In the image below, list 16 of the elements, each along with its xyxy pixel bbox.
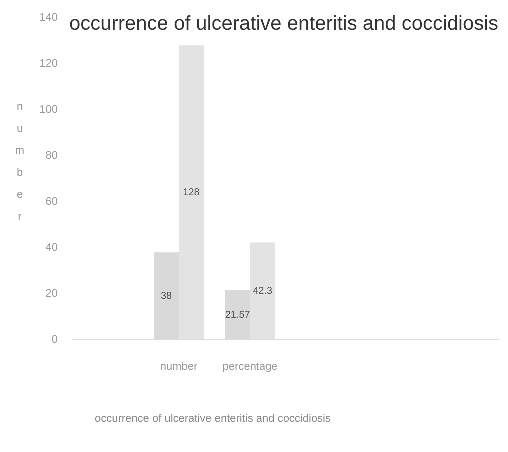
x-tick-label: percentage <box>222 361 278 373</box>
data-label: 38 <box>160 290 173 302</box>
y-tick-label: 80 <box>46 150 58 162</box>
y-tick-label: 0 <box>52 334 58 346</box>
data-label: 21.57 <box>225 310 251 321</box>
y-axis-title: number <box>15 101 25 223</box>
y-tick-label: 60 <box>46 196 58 208</box>
y-tick-label: 20 <box>46 288 58 300</box>
data-label: 42.3 <box>253 286 273 297</box>
y-tick-label: 100 <box>40 104 58 116</box>
x-axis-title: occurrence of ulcerative enteritis and coccidiosis <box>95 413 332 425</box>
y-tick-label: 40 <box>46 242 58 254</box>
y-tick-label: 120 <box>40 58 58 70</box>
chart-title: occurrence of ulcerative enteritis and coccidiosis <box>69 13 499 35</box>
data-label: 128 <box>183 187 200 198</box>
y-tick-label: 140 <box>40 12 58 24</box>
